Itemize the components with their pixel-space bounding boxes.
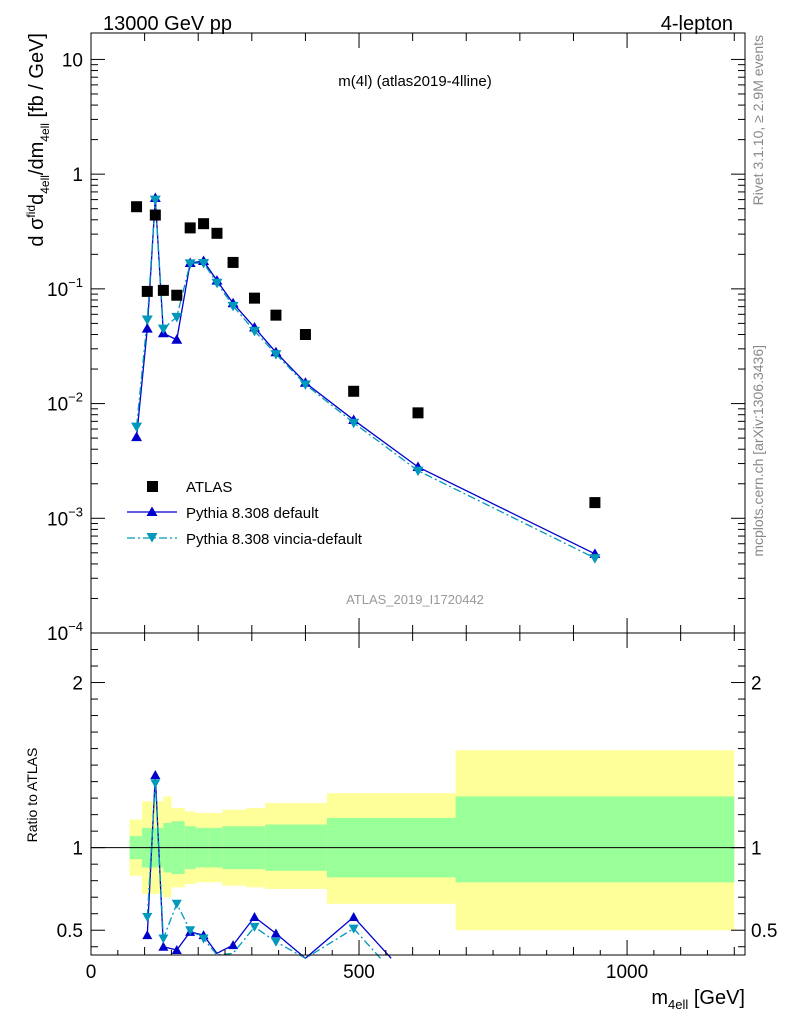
ratio-frame <box>90 632 746 956</box>
legend-marker-atlas <box>147 481 158 492</box>
ratio-marker-vincia <box>150 779 161 789</box>
ratio-marker-default <box>171 945 182 955</box>
data-point-vincia <box>227 301 239 312</box>
legend-label-vincia: Pythia 8.308 vincia-default <box>186 531 363 548</box>
data-point-vincia <box>249 326 260 337</box>
series-line-default <box>135 197 596 555</box>
data-point-vincia <box>348 418 360 429</box>
ratio-marker-default <box>228 940 239 950</box>
data-point-atlas <box>171 289 183 301</box>
ratio-marker-default <box>158 941 169 951</box>
data-point-atlas <box>270 309 282 321</box>
data-point-vincia <box>131 422 143 433</box>
main-y-tick-label: 10−3 <box>47 504 83 530</box>
legend-marker-vincia <box>146 533 158 543</box>
ratio-marker-vincia <box>249 922 260 932</box>
legend-marker-default <box>146 506 158 516</box>
data-point-vincia <box>141 315 153 326</box>
ratio-y-tick-label-right: 0.5 <box>751 921 777 942</box>
ratio-marker-default <box>270 928 281 938</box>
data-point-default <box>141 323 153 333</box>
main-panel: 10 1 10−1 10−2 10−3 10−4 <box>47 32 746 645</box>
ratio-band-inner <box>455 796 735 883</box>
main-y-tick-label: 10−4 <box>47 619 83 645</box>
ratio-marker-vincia <box>348 924 359 934</box>
legend: ATLAS Pythia 8.308 default Pythia 8.308 … <box>127 479 363 548</box>
data-point-vincia <box>184 259 196 269</box>
main-y-tick-label: 1 <box>72 165 83 186</box>
ratio-panel: 0.5 0.5 1 1 2 2 0 500 1000 <box>57 33 777 983</box>
ratio-y-tick-label-right: 2 <box>751 674 762 695</box>
ratio-ylabel: Ratio to ATLAS <box>24 748 40 843</box>
data-point-default <box>171 334 183 344</box>
x-tick-label: 500 <box>343 962 375 983</box>
data-point-atlas <box>589 497 601 509</box>
data-point-vincia <box>211 278 223 289</box>
main-y-tick-label: 10−2 <box>47 390 83 416</box>
ratio-marker-vincia <box>185 926 196 936</box>
data-point-atlas <box>157 284 169 296</box>
data-point-vincia <box>412 466 424 477</box>
data-point-vincia <box>157 324 169 335</box>
legend-label-atlas: ATLAS <box>186 479 232 496</box>
data-point-default <box>131 431 143 442</box>
data-point-atlas <box>249 292 260 304</box>
ratio-marker-default <box>150 770 161 780</box>
data-point-vincia <box>589 554 601 564</box>
ratio-marker-vincia <box>158 934 169 944</box>
main-y-tick-label: 10−1 <box>47 275 83 301</box>
data-point-atlas <box>131 201 143 213</box>
header-left: 13000 GeV pp <box>103 13 232 35</box>
data-point-vincia <box>198 259 210 269</box>
ratio-marker-default <box>249 912 260 922</box>
ratio-marker-vincia <box>171 899 182 909</box>
data-point-vincia <box>171 312 183 323</box>
ratio-marker-default <box>142 930 153 940</box>
plot-title: m(4l) (atlas2019-4lline) <box>338 73 491 90</box>
ratio-y-tick-label: 2 <box>72 674 83 695</box>
data-point-vincia <box>270 350 282 360</box>
main-y-tick-label: 10 <box>62 50 83 71</box>
x-axis-label: m4ell [GeV] <box>651 987 745 1012</box>
data-point-atlas <box>211 227 223 239</box>
ratio-marker-vincia <box>142 913 153 923</box>
data-point-atlas <box>141 285 153 297</box>
data-point-atlas <box>412 407 424 419</box>
data-point-atlas <box>184 222 196 234</box>
main-ylabel: d σfidd4ell/dm4ell [fb / GeV] <box>24 33 52 247</box>
legend-label-default: Pythia 8.308 default <box>186 505 319 522</box>
ratio-marker-vincia <box>270 937 281 947</box>
ratio-marker-vincia <box>198 934 209 944</box>
ratio-y-tick-label-right: 1 <box>751 839 762 860</box>
data-point-vincia <box>149 195 161 206</box>
header-right: 4-lepton <box>661 13 733 35</box>
rivet-label: Rivet 3.1.10, ≥ 2.9M events <box>750 35 766 205</box>
data-point-atlas <box>198 218 210 230</box>
data-point-atlas <box>299 329 311 341</box>
ratio-y-tick-label: 0.5 <box>57 921 83 942</box>
ratio-y-tick-label: 1 <box>72 839 83 860</box>
data-point-atlas <box>227 256 239 268</box>
x-tick-label: 0 <box>86 962 97 983</box>
mcplots-label: mcplots.cern.ch [arXiv:1306.3436] <box>750 345 766 557</box>
ratio-marker-default <box>348 912 359 922</box>
data-point-atlas <box>348 385 360 397</box>
data-point-atlas <box>149 209 161 221</box>
watermark: ATLAS_2019_I1720442 <box>346 592 484 607</box>
x-tick-label: 1000 <box>606 962 648 983</box>
data-point-vincia <box>299 380 311 390</box>
